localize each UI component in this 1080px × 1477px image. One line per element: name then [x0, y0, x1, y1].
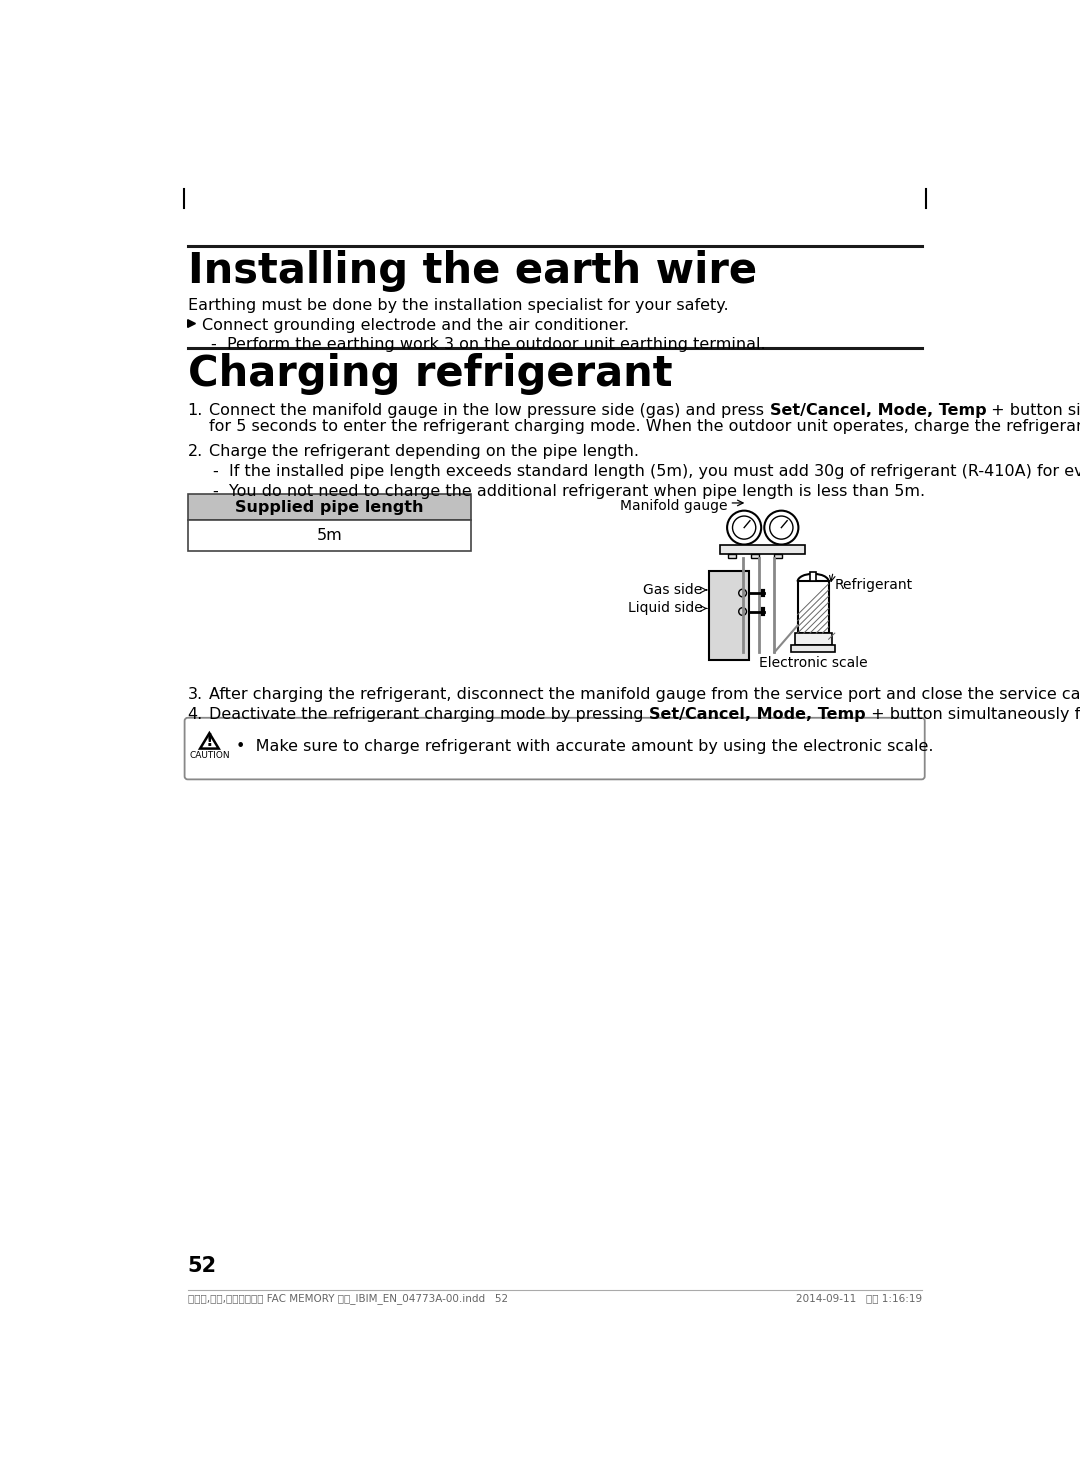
Bar — [720, 545, 806, 554]
Bar — [708, 572, 748, 660]
Text: CAUTION: CAUTION — [189, 750, 230, 759]
Text: •  Make sure to charge refrigerant with accurate amount by using the electronic : • Make sure to charge refrigerant with a… — [235, 740, 933, 755]
Text: !: ! — [205, 733, 213, 750]
Text: Set/Cancel, Mode, Temp: Set/Cancel, Mode, Temp — [649, 707, 866, 722]
Text: Liquid side: Liquid side — [627, 601, 702, 616]
Text: 사우디,인도,나이지리아항 FAC MEMORY 냉방_IBIM_EN_04773A-00.indd   52: 사우디,인도,나이지리아항 FAC MEMORY 냉방_IBIM_EN_0477… — [188, 1292, 508, 1304]
Text: 2014-09-11   오후 1:16:19: 2014-09-11 오후 1:16:19 — [796, 1292, 921, 1303]
Text: 4.: 4. — [188, 707, 203, 722]
Text: 1.: 1. — [188, 403, 203, 418]
Polygon shape — [188, 319, 195, 328]
Bar — [810, 572, 816, 582]
Text: Gas side: Gas side — [643, 583, 702, 597]
Text: Electronic scale: Electronic scale — [759, 656, 867, 671]
Text: Connect grounding electrode and the air conditioner.: Connect grounding electrode and the air … — [202, 318, 629, 334]
Bar — [792, 644, 835, 653]
Text: -  You do not need to charge the additional refrigerant when pipe length is less: - You do not need to charge the addition… — [213, 483, 926, 499]
Text: + button simultaneously: + button simultaneously — [986, 403, 1080, 418]
Bar — [188, 520, 471, 551]
Text: -  If the installed pipe length exceeds standard length (5m), you must add 30g o: - If the installed pipe length exceeds s… — [213, 464, 1080, 479]
Text: 2.: 2. — [188, 443, 203, 459]
Text: Set/Cancel, Mode, Temp: Set/Cancel, Mode, Temp — [770, 403, 986, 418]
Bar — [728, 554, 735, 558]
Text: Refrigerant: Refrigerant — [835, 578, 913, 592]
Text: After charging the refrigerant, disconnect the manifold gauge from the service p: After charging the refrigerant, disconne… — [210, 687, 1080, 702]
FancyBboxPatch shape — [185, 718, 924, 780]
Text: Earthing must be done by the installation specialist for your safety.: Earthing must be done by the installatio… — [188, 298, 728, 313]
Text: 3.: 3. — [188, 687, 203, 702]
Text: Deactivate the refrigerant charging mode by pressing: Deactivate the refrigerant charging mode… — [210, 707, 649, 722]
Text: Supplied pipe length: Supplied pipe length — [234, 499, 423, 514]
Bar — [774, 554, 782, 558]
Text: Charging refrigerant: Charging refrigerant — [188, 353, 673, 394]
Bar — [798, 582, 828, 634]
Bar — [795, 634, 832, 644]
Text: Installing the earth wire: Installing the earth wire — [188, 251, 757, 292]
Text: for 5 seconds to enter the refrigerant charging mode. When the outdoor unit oper: for 5 seconds to enter the refrigerant c… — [210, 419, 1080, 434]
Text: 5m: 5m — [316, 527, 342, 542]
Bar — [751, 554, 759, 558]
Text: 52: 52 — [188, 1255, 217, 1276]
Bar — [188, 495, 471, 520]
Text: Connect the manifold gauge in the low pressure side (gas) and press: Connect the manifold gauge in the low pr… — [210, 403, 770, 418]
Text: Charge the refrigerant depending on the pipe length.: Charge the refrigerant depending on the … — [210, 443, 639, 459]
Text: Manifold gauge: Manifold gauge — [620, 499, 728, 513]
Text: + button simultaneously for 5 seconds.: + button simultaneously for 5 seconds. — [866, 707, 1080, 722]
Text: -  Perform the earthing work 3 on the outdoor unit earthing terminal.: - Perform the earthing work 3 on the out… — [211, 337, 766, 352]
